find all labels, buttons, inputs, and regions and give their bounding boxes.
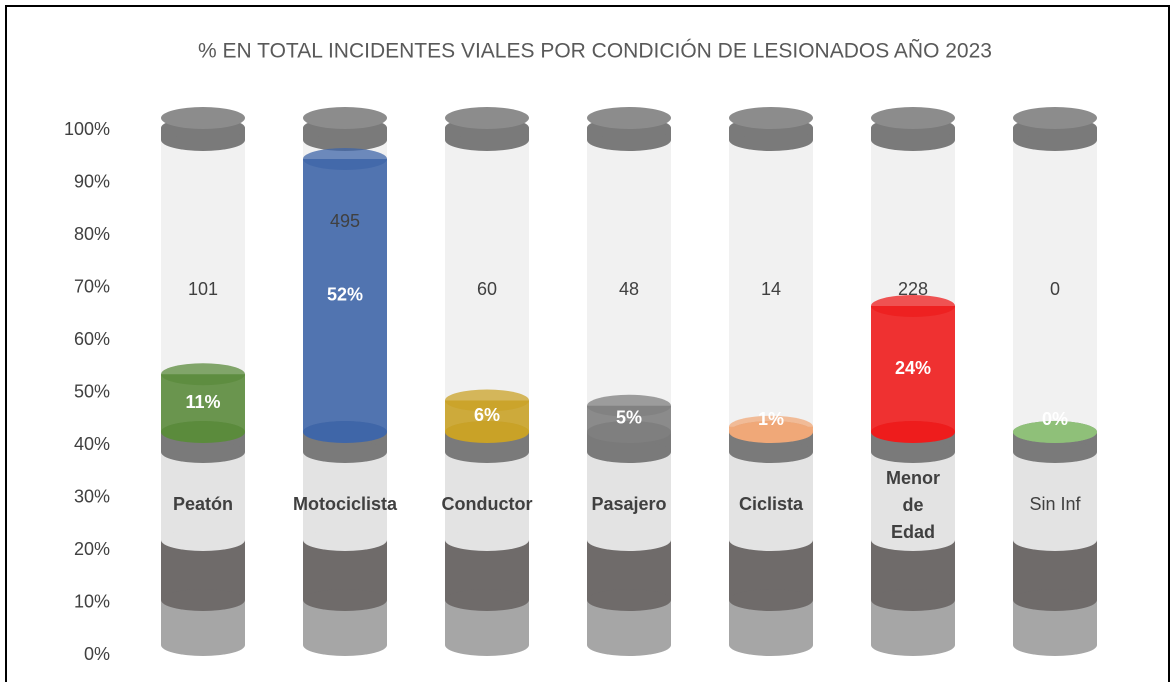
base-light — [445, 452, 529, 540]
value-label: 6% — [474, 405, 500, 425]
bar-base — [587, 421, 671, 443]
base-light — [161, 452, 245, 540]
y-tick-label: 70% — [74, 276, 110, 296]
base-foot-bottom — [303, 634, 387, 656]
count-label: 101 — [188, 279, 218, 299]
bar-body — [303, 159, 387, 432]
bar-top — [303, 148, 387, 170]
x-tick-label: Motociclista — [293, 494, 398, 514]
base-light-bottom — [871, 529, 955, 551]
cap-top — [445, 107, 529, 129]
base-light-bottom — [1013, 529, 1097, 551]
chart-title: % EN TOTAL INCIDENTES VIALES POR CONDICI… — [198, 39, 992, 63]
base-light-bottom — [445, 529, 529, 551]
y-tick-label: 20% — [74, 539, 110, 559]
x-tick-label: Pasajero — [591, 494, 666, 514]
base-band-bottom — [729, 441, 813, 463]
bar-base — [871, 421, 955, 443]
bar-top — [161, 363, 245, 386]
cap-top — [303, 107, 387, 129]
base-dark-bottom — [587, 589, 671, 611]
bar — [161, 363, 245, 443]
base-dark-bottom — [161, 589, 245, 611]
base-light — [303, 452, 387, 540]
base-dark-bottom — [445, 589, 529, 611]
bar — [445, 389, 529, 443]
bar-top — [871, 295, 955, 317]
bar-top — [587, 394, 671, 417]
bar — [303, 148, 387, 443]
base-band-bottom — [587, 441, 671, 463]
base-dark-bottom — [871, 589, 955, 611]
count-label: 228 — [898, 279, 928, 299]
value-label: 5% — [616, 408, 642, 428]
x-tick-label: Menor de Edad — [886, 468, 940, 542]
base-band-bottom — [303, 441, 387, 463]
bar-base — [303, 421, 387, 443]
cap-top — [871, 107, 955, 129]
value-label: 24% — [895, 358, 931, 378]
base-light — [1013, 452, 1097, 540]
bar — [587, 394, 671, 443]
y-tick-label: 10% — [74, 591, 110, 611]
cap-top — [729, 107, 813, 129]
x-tick-label: Sin Inf — [1029, 494, 1081, 514]
y-tick-label: 50% — [74, 381, 110, 401]
value-label: 1% — [758, 409, 784, 429]
cap-top — [1013, 107, 1097, 129]
cap-top — [161, 107, 245, 129]
bar — [729, 415, 813, 443]
bar-base — [445, 421, 529, 443]
count-label: 48 — [619, 279, 639, 299]
bar-top — [729, 415, 813, 438]
bar-body — [871, 306, 955, 432]
value-label: 52% — [327, 284, 363, 304]
y-tick-label: 60% — [74, 329, 110, 349]
base-light — [871, 452, 955, 540]
x-tick-label: Ciclista — [739, 494, 804, 514]
base-light-bottom — [587, 529, 671, 551]
base-light — [587, 452, 671, 540]
count-label: 14 — [761, 279, 781, 299]
value-label: 0% — [1042, 409, 1068, 429]
y-tick-label: 0% — [84, 644, 110, 664]
bar-base — [161, 421, 245, 443]
base-foot-bottom — [445, 634, 529, 656]
cap-top — [587, 107, 671, 129]
count-label: 60 — [477, 279, 497, 299]
value-label: 11% — [185, 392, 220, 412]
base-band-bottom — [1013, 441, 1097, 463]
base-foot-bottom — [871, 634, 955, 656]
base-light-bottom — [303, 529, 387, 551]
base-light-bottom — [161, 529, 245, 551]
bar — [1013, 421, 1097, 443]
base-light-bottom — [729, 529, 813, 551]
count-label: 0 — [1050, 279, 1060, 299]
bar — [871, 295, 955, 443]
base-dark-bottom — [729, 589, 813, 611]
y-tick-label: 40% — [74, 434, 110, 454]
bar-top — [1013, 421, 1097, 443]
x-tick-label: Peatón — [173, 494, 233, 514]
x-tick-label: Conductor — [442, 494, 533, 514]
base-foot-bottom — [161, 634, 245, 656]
base-dark-bottom — [303, 589, 387, 611]
base-dark-bottom — [1013, 589, 1097, 611]
base-band-bottom — [161, 441, 245, 463]
bar-top — [445, 389, 529, 412]
base-foot-bottom — [587, 634, 671, 656]
count-label: 495 — [330, 211, 360, 231]
y-tick-label: 30% — [74, 486, 110, 506]
y-tick-label: 80% — [74, 224, 110, 244]
base-foot-bottom — [729, 634, 813, 656]
y-tick-label: 100% — [64, 119, 110, 139]
base-band-bottom — [871, 441, 955, 463]
y-tick-label: 90% — [74, 171, 110, 191]
base-light — [729, 452, 813, 540]
base-foot-bottom — [1013, 634, 1097, 656]
base-band-bottom — [445, 441, 529, 463]
